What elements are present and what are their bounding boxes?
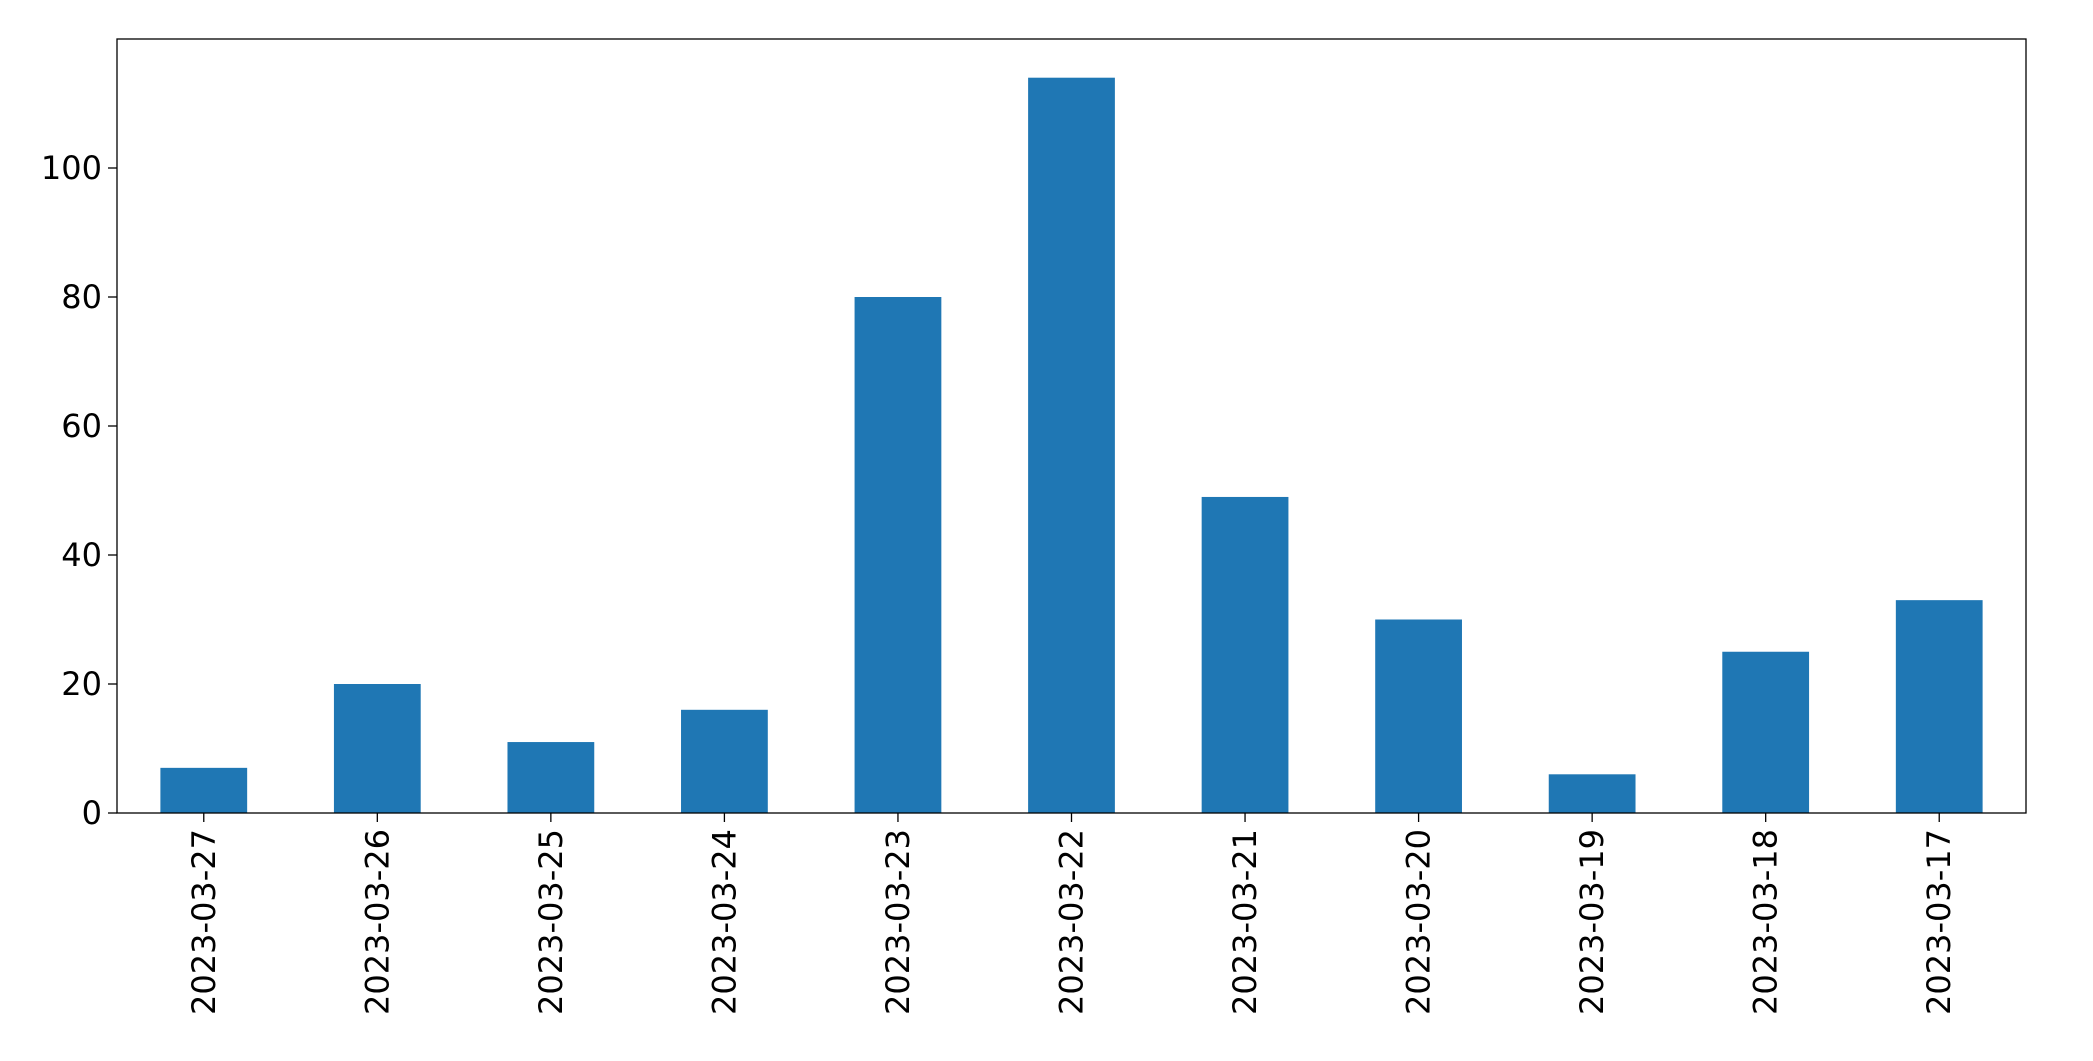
x-tick-label: 2023-03-26 xyxy=(358,829,396,1015)
x-tick-label: 2023-03-19 xyxy=(1573,829,1611,1015)
x-tick-label: 2023-03-24 xyxy=(705,829,743,1015)
y-tick-label: 0 xyxy=(82,794,102,832)
bar xyxy=(854,297,942,813)
y-tick-label: 20 xyxy=(61,665,102,703)
y-tick-label: 40 xyxy=(61,536,102,574)
x-tick-label: 2023-03-17 xyxy=(1920,829,1958,1015)
bar xyxy=(1028,77,1115,813)
bar xyxy=(1375,619,1462,813)
bar xyxy=(681,709,768,813)
x-tick-label: 2023-03-27 xyxy=(185,829,223,1015)
bar xyxy=(1895,600,1983,813)
bar xyxy=(333,684,421,813)
x-tick-label: 2023-03-23 xyxy=(879,829,917,1015)
bar xyxy=(160,767,248,813)
x-tick-label: 2023-03-18 xyxy=(1747,829,1785,1015)
y-tick-label: 80 xyxy=(61,278,102,316)
bar xyxy=(1201,496,1289,813)
plot-frame xyxy=(116,38,2027,814)
bar xyxy=(1722,651,1810,813)
bar xyxy=(507,742,595,813)
x-tick-label: 2023-03-21 xyxy=(1226,829,1264,1015)
x-tick-label: 2023-03-20 xyxy=(1400,829,1438,1015)
x-tick-label: 2023-03-22 xyxy=(1053,829,1091,1015)
y-tick-label: 60 xyxy=(61,407,102,445)
bar xyxy=(1548,774,1636,813)
y-tick-label: 100 xyxy=(41,149,102,187)
x-tick-label: 2023-03-25 xyxy=(532,829,570,1015)
